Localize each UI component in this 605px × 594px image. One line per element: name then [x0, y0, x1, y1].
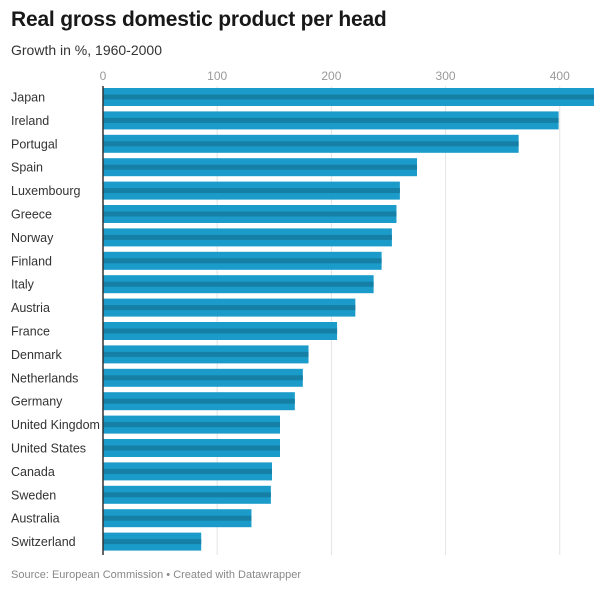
- bar-stripe: [103, 445, 280, 451]
- bar-stripe: [103, 492, 271, 498]
- bar-stripe: [103, 211, 397, 217]
- category-label: Japan: [11, 91, 45, 105]
- bar-stripe: [103, 305, 356, 311]
- category-label: Italy: [11, 278, 35, 292]
- bar-stripe: [103, 398, 295, 404]
- bar-stripe: [103, 281, 374, 287]
- x-tick-label: 0: [100, 69, 107, 83]
- bar-stripe: [103, 164, 418, 170]
- bar-stripe: [103, 515, 252, 521]
- bar-stripe: [103, 141, 519, 147]
- bar-stripe: [103, 94, 594, 100]
- chart-footer: Source: European Commission • Created wi…: [11, 569, 301, 581]
- bar-stripe: [103, 351, 309, 357]
- category-label: Luxembourg: [11, 184, 81, 198]
- bar-stripe: [103, 188, 400, 194]
- category-label: Portugal: [11, 137, 58, 151]
- x-tick-label: 100: [207, 69, 227, 83]
- category-label: Denmark: [11, 348, 62, 362]
- category-label: France: [11, 325, 50, 339]
- category-label: Spain: [11, 161, 43, 175]
- x-tick-label: 300: [436, 69, 456, 83]
- bar-stripe: [103, 422, 280, 428]
- bar-stripe: [103, 375, 303, 381]
- bar-stripe: [103, 468, 272, 474]
- category-label: Austria: [11, 301, 50, 315]
- x-tick-label: 200: [321, 69, 341, 83]
- category-label: Sweden: [11, 488, 56, 502]
- category-label: Switzerland: [11, 535, 76, 549]
- chart-title: Real gross domestic product per head: [11, 8, 387, 31]
- chart-subtitle: Growth in %, 1960-2000: [11, 42, 162, 58]
- bar-stripe: [103, 539, 202, 545]
- category-label: Greece: [11, 208, 52, 222]
- bar-stripe: [103, 117, 559, 123]
- category-label: United Kingdom: [11, 418, 100, 432]
- category-label: United States: [11, 442, 86, 456]
- category-label: Netherlands: [11, 371, 78, 385]
- category-label: Ireland: [11, 114, 49, 128]
- bar-stripe: [103, 258, 382, 264]
- category-label: Australia: [11, 512, 60, 526]
- category-label: Canada: [11, 465, 55, 479]
- x-tick-label: 400: [550, 69, 570, 83]
- category-label: Germany: [11, 395, 63, 409]
- bar-stripe: [103, 328, 338, 334]
- category-label: Finland: [11, 254, 52, 268]
- category-label: Norway: [11, 231, 54, 245]
- bar-stripe: [103, 234, 392, 240]
